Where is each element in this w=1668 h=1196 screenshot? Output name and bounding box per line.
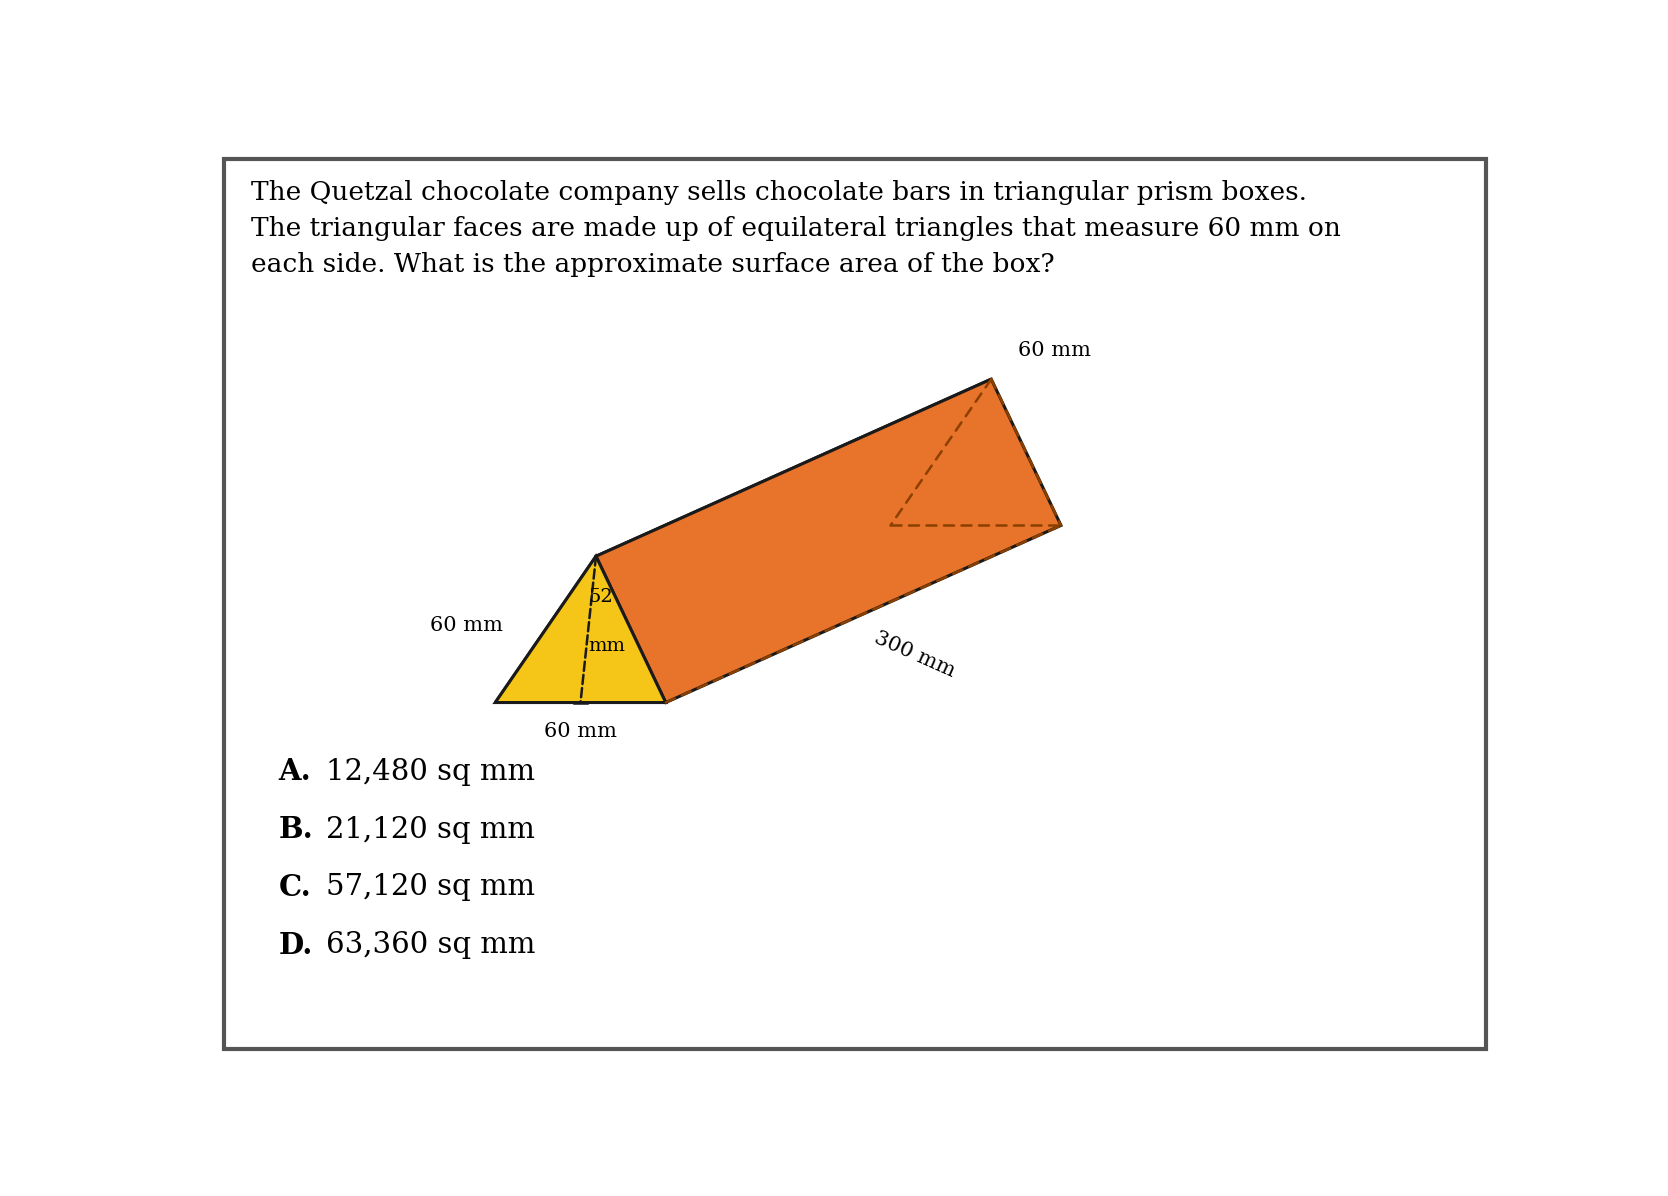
Text: The Quetzal chocolate company sells chocolate bars in triangular prism boxes.
Th: The Quetzal chocolate company sells choc… (252, 181, 1341, 277)
Text: 52: 52 (589, 588, 614, 606)
Text: 21,120 sq mm: 21,120 sq mm (327, 816, 535, 843)
Polygon shape (495, 556, 666, 702)
Text: 60 mm: 60 mm (544, 722, 617, 740)
Text: B.: B. (279, 816, 314, 844)
Text: mm: mm (589, 637, 626, 655)
Text: C.: C. (279, 873, 310, 902)
Text: D.: D. (279, 930, 312, 959)
Text: 63,360 sq mm: 63,360 sq mm (327, 932, 535, 959)
Polygon shape (495, 379, 991, 702)
Text: 300 mm: 300 mm (871, 628, 957, 681)
Text: 60 mm: 60 mm (1019, 341, 1091, 360)
Polygon shape (595, 379, 1061, 702)
Text: A.: A. (279, 757, 310, 786)
Text: 57,120 sq mm: 57,120 sq mm (327, 873, 535, 902)
Text: 60 mm: 60 mm (430, 616, 504, 635)
Text: 12,480 sq mm: 12,480 sq mm (327, 758, 535, 786)
